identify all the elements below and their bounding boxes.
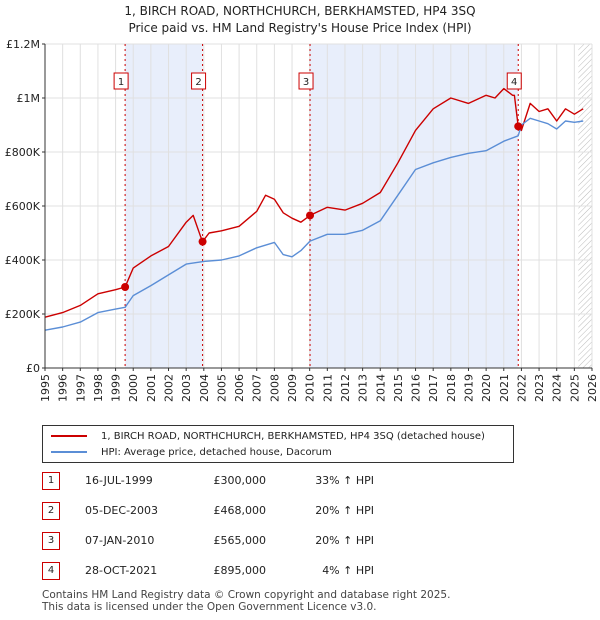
x-tick-label: 2020 bbox=[480, 374, 493, 402]
sale-label-2: 2 bbox=[195, 77, 201, 88]
sale-date: 05-DEC-2003 bbox=[85, 504, 159, 517]
sale-price: £300,000 bbox=[213, 474, 267, 487]
x-tick-label: 2023 bbox=[533, 374, 546, 402]
legend: 1, BIRCH ROAD, NORTHCHURCH, BERKHAMSTED,… bbox=[42, 425, 514, 463]
x-tick-label: 2017 bbox=[427, 374, 440, 402]
sale-label-4: 4 bbox=[511, 77, 517, 88]
x-tick-label: 1995 bbox=[39, 374, 52, 402]
x-tick-label: 2015 bbox=[392, 374, 405, 402]
sale-date: 16-JUL-1999 bbox=[85, 474, 153, 487]
x-tick-label: 2000 bbox=[127, 374, 140, 402]
sale-point-4 bbox=[514, 122, 523, 131]
sale-hpi-change: 4% ↑ HPI bbox=[322, 564, 374, 577]
sale-date: 28-OCT-2021 bbox=[85, 564, 158, 577]
sale-point-2 bbox=[198, 237, 207, 246]
legend-item-hpi: HPI: Average price, detached house, Daco… bbox=[51, 444, 332, 460]
sale-price: £565,000 bbox=[213, 534, 267, 547]
chart-title: 1, BIRCH ROAD, NORTHCHURCH, BERKHAMSTED,… bbox=[0, 3, 600, 37]
x-tick-label: 2022 bbox=[515, 374, 528, 402]
x-tick-label: 1996 bbox=[57, 374, 70, 402]
x-tick-label: 2012 bbox=[339, 374, 352, 402]
x-tick-label: 2026 bbox=[586, 374, 599, 402]
sale-label-box-4 bbox=[506, 72, 522, 90]
x-tick-label: 2005 bbox=[215, 374, 228, 402]
x-tick-label: 2009 bbox=[286, 374, 299, 402]
y-tick-label: £0 bbox=[26, 362, 40, 375]
legend-swatch-property bbox=[51, 435, 87, 437]
sale-label-box-3 bbox=[298, 72, 314, 90]
sale-hpi-change: 20% ↑ HPI bbox=[315, 534, 374, 547]
hpi-line bbox=[44, 117, 584, 331]
legend-label-property: 1, BIRCH ROAD, NORTHCHURCH, BERKHAMSTED,… bbox=[101, 430, 485, 442]
sale-number-badge: 3 bbox=[42, 532, 60, 550]
x-tick-label: 2014 bbox=[374, 374, 387, 402]
sale-hpi-change: 20% ↑ HPI bbox=[315, 504, 374, 517]
x-tick-label: 2018 bbox=[445, 374, 458, 402]
y-tick-label: £400K bbox=[5, 254, 41, 267]
x-tick-label: 2003 bbox=[180, 374, 193, 402]
sale-point-1 bbox=[121, 283, 130, 291]
table-row: 3 07-JAN-2010 £565,000 20% ↑ HPI bbox=[0, 532, 600, 552]
footer-line-2: This data is licensed under the Open Gov… bbox=[42, 601, 377, 613]
table-row: 4 28-OCT-2021 £895,000 4% ↑ HPI bbox=[0, 562, 600, 582]
sale-label-box-1 bbox=[113, 72, 129, 90]
x-tick-label: 2021 bbox=[498, 374, 511, 402]
title-line-1: 1, BIRCH ROAD, NORTHCHURCH, BERKHAMSTED,… bbox=[124, 4, 476, 18]
x-tick-label: 2007 bbox=[251, 374, 264, 402]
footer-line-1: Contains HM Land Registry data © Crown c… bbox=[42, 589, 451, 601]
table-row: 2 05-DEC-2003 £468,000 20% ↑ HPI bbox=[0, 502, 600, 522]
sale-price: £895,000 bbox=[213, 564, 267, 577]
sale-label-1: 1 bbox=[118, 77, 124, 88]
y-tick-label: £1.2M bbox=[6, 38, 40, 51]
sale-label-box-2 bbox=[191, 72, 207, 90]
x-tick-label: 1998 bbox=[92, 374, 105, 402]
sale-hpi-change: 33% ↑ HPI bbox=[315, 474, 374, 487]
x-tick-label: 1999 bbox=[110, 374, 123, 402]
sale-price: £468,000 bbox=[213, 504, 267, 517]
legend-item-property: 1, BIRCH ROAD, NORTHCHURCH, BERKHAMSTED,… bbox=[51, 428, 485, 444]
sale-point-3 bbox=[306, 211, 315, 220]
x-tick-label: 2013 bbox=[357, 374, 370, 402]
sale-date: 07-JAN-2010 bbox=[85, 534, 155, 547]
sale-number-badge: 1 bbox=[42, 472, 60, 490]
legend-swatch-hpi bbox=[51, 451, 87, 453]
y-tick-label: £800K bbox=[5, 146, 41, 159]
table-row: 1 16-JUL-1999 £300,000 33% ↑ HPI bbox=[0, 472, 600, 492]
x-tick-label: 2024 bbox=[551, 374, 564, 402]
x-tick-label: 2016 bbox=[410, 374, 423, 402]
footer-attribution: Contains HM Land Registry data © Crown c… bbox=[42, 589, 450, 613]
x-tick-label: 2008 bbox=[268, 374, 281, 402]
y-tick-label: £600K bbox=[5, 200, 41, 213]
sale-label-3: 3 bbox=[303, 77, 309, 88]
x-tick-label: 2004 bbox=[198, 374, 211, 402]
sale-number-badge: 4 bbox=[42, 562, 60, 580]
legend-label-hpi: HPI: Average price, detached house, Daco… bbox=[101, 446, 332, 458]
x-tick-label: 2011 bbox=[321, 374, 334, 402]
y-tick-label: £200K bbox=[5, 308, 41, 321]
price-chart: £0 £200K £400K £600K £800K £1M £1.2M 1995 1996 19… bbox=[5, 38, 599, 402]
title-line-2: Price paid vs. HM Land Registry's House … bbox=[128, 21, 472, 35]
x-tick-label: 2006 bbox=[233, 374, 246, 402]
x-tick-label: 1997 bbox=[74, 374, 87, 402]
x-tick-label: 2025 bbox=[568, 374, 581, 402]
x-tick-label: 2001 bbox=[145, 374, 158, 402]
x-tick-label: 2019 bbox=[462, 374, 475, 402]
sale-number-badge: 2 bbox=[42, 502, 60, 520]
y-tick-label: £1M bbox=[17, 92, 41, 105]
x-tick-label: 2010 bbox=[304, 374, 317, 402]
x-tick-label: 2002 bbox=[163, 374, 176, 402]
